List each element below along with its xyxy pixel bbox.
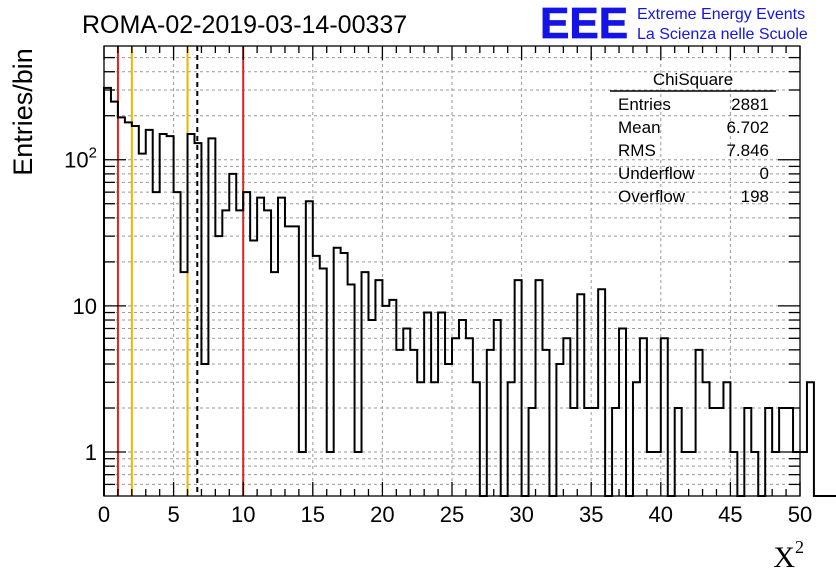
stats-title: ChiSquare [653,70,733,89]
stats-value: 0 [760,164,769,183]
x-tick-label: 45 [718,502,742,527]
stats-label: Entries [618,95,671,114]
stats-label: RMS [618,141,656,160]
y-tick-label: 102 [64,145,97,173]
stats-value: 2881 [731,95,769,114]
y-axis-label: Entries/bin [8,48,38,176]
x-tick-label: 5 [167,502,179,527]
x-tick-label: 15 [301,502,325,527]
axis-ticks: 0 5 10 15 20 25 30 35 40 45 50 1 10 102 [64,46,812,527]
chart-title: ROMA-02-2019-03-14-00337 [82,11,407,39]
eee-logo-line1: Extreme Energy Events [637,6,805,23]
stats-value: 7.846 [726,141,769,160]
y-tick-label: 10 [73,294,97,319]
y-tick-label: 1 [85,440,97,465]
x-tick-label: 50 [788,502,812,527]
x-tick-label: 35 [579,502,603,527]
x-tick-label: 30 [509,502,533,527]
eee-logo-mark: EEE [540,0,628,48]
stats-label: Underflow [618,164,695,183]
stats-box: ChiSquare Entries 2881 Mean 6.702 RMS 7.846 Un… [610,70,776,206]
histogram-outline [103,86,836,497]
x-tick-label: 40 [649,502,673,527]
x-tick-label: 25 [440,502,464,527]
stats-label: Mean [618,118,661,137]
stats-value: 198 [741,187,769,206]
x-tick-label: 20 [370,502,394,527]
stats-label: Overflow [618,187,686,206]
eee-logo-line2: La Scienza nelle Scuole [637,26,808,43]
x-tick-label: 0 [98,502,110,527]
x-axis-label: X2 [773,537,804,572]
stats-value: 6.702 [726,118,769,137]
x-tick-label: 10 [231,502,255,527]
